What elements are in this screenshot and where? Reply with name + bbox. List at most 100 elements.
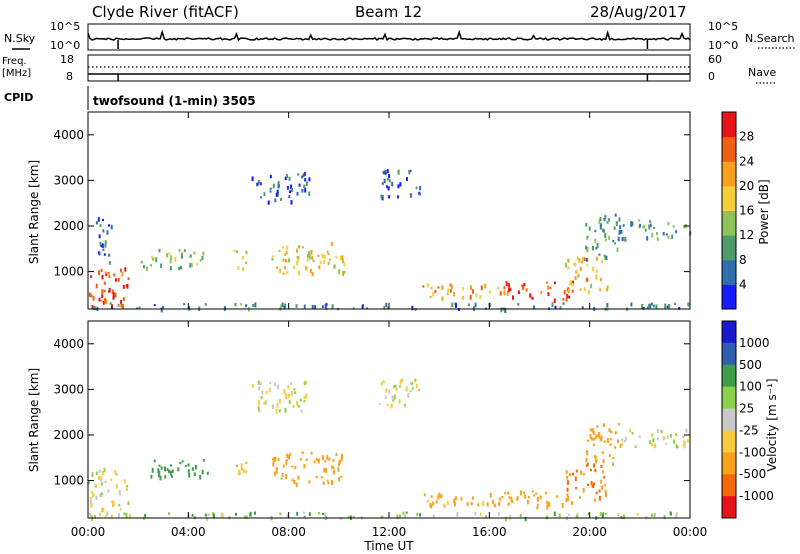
echo-cell [272, 183, 275, 189]
echo-cell [117, 278, 120, 282]
echo-cell [408, 169, 411, 175]
echo-cell [101, 294, 104, 298]
echo-cell [590, 283, 593, 289]
power-panel: 1000 2000 3000 4000 Slant Range [km] 4 8 12 16… [27, 111, 771, 313]
echo-cell [665, 442, 668, 445]
echo-cell [267, 200, 270, 205]
echo-cell [604, 484, 607, 487]
echo-region [95, 217, 113, 265]
echo-cell [286, 174, 289, 178]
echo-cell [202, 459, 205, 462]
echo-cell [101, 470, 104, 476]
echo-cell [298, 183, 301, 187]
echo-cell [289, 190, 291, 194]
echo-cell [158, 470, 161, 475]
echo-cell [126, 284, 129, 289]
echo-cell [280, 198, 282, 201]
x-tick-label: 00:00 [71, 525, 106, 539]
echo-cell [306, 254, 309, 258]
echo-cell [602, 470, 605, 474]
echo-cell [272, 255, 274, 258]
echo-cell [536, 503, 539, 507]
echo-cell [325, 303, 328, 306]
colorbar-tick-label: 28 [739, 130, 754, 144]
echo-cell [447, 288, 450, 293]
echo-cell [606, 303, 609, 308]
echo-cell [188, 306, 191, 311]
echo-region [88, 267, 130, 309]
echo-cell [415, 383, 418, 389]
echo-cell [440, 493, 443, 499]
echo-cell [554, 305, 557, 310]
echo-cell [603, 440, 606, 443]
echo-cell [653, 513, 656, 517]
echo-cell [524, 495, 527, 499]
echo-cell [566, 475, 569, 480]
echo-cell [170, 474, 173, 478]
echo-cell [486, 502, 489, 507]
echo-cell [489, 493, 492, 498]
echo-cell [383, 306, 386, 310]
echo-cell [553, 298, 556, 304]
echo-cell [327, 252, 330, 256]
echo-cell [276, 266, 279, 269]
echo-cell [507, 282, 510, 287]
echo-cell [581, 257, 584, 262]
echo-cell [441, 296, 444, 301]
echo-cell [291, 187, 293, 192]
echo-cell [477, 503, 480, 507]
echo-cell [672, 225, 675, 228]
x-tick-label: 00:00 [673, 525, 708, 539]
echo-cell [411, 387, 414, 390]
echo-cell [352, 307, 355, 310]
echo-cell [612, 457, 615, 460]
echo-cell [612, 239, 615, 243]
echo-cell [432, 514, 435, 518]
echo-cell [183, 303, 186, 306]
echo-cell [590, 480, 593, 486]
nave-label: Nave [748, 66, 776, 79]
echo-cell [484, 515, 487, 519]
echo-cell [95, 495, 98, 501]
echo-cell [245, 304, 248, 308]
echo-cell [113, 292, 115, 297]
echo-cell [105, 273, 108, 276]
echo-cell [138, 306, 141, 310]
echo-cell [683, 441, 686, 445]
echo-cell [245, 470, 247, 474]
echo-cell [286, 186, 289, 190]
echo-cell [399, 514, 401, 518]
echo-cell [479, 512, 482, 517]
beam-title: Beam 12 [355, 3, 422, 21]
colorbar-swatch [722, 496, 736, 519]
echo-cell [338, 269, 341, 275]
echo-cell [95, 471, 98, 475]
echo-cell [240, 303, 243, 306]
echo-cell [569, 473, 571, 477]
echo-cell [332, 459, 335, 462]
echo-cell [240, 463, 243, 469]
echo-cell [284, 176, 287, 181]
echo-cell [605, 512, 607, 515]
echo-cell [303, 400, 306, 403]
x-tick-label: 08:00 [271, 525, 306, 539]
echo-cell [673, 302, 676, 305]
echo-cell [259, 196, 262, 199]
echo-cell [563, 290, 566, 295]
echo-cell [585, 257, 588, 262]
echo-cell [323, 512, 326, 517]
echo-cell [404, 514, 407, 519]
echo-cell [286, 245, 289, 251]
echo-cell [330, 242, 333, 246]
echo-cell [95, 283, 98, 289]
echo-cell [100, 268, 103, 272]
colorbar-swatch [722, 259, 736, 285]
echo-cell [309, 268, 312, 274]
echo-cell [398, 385, 401, 388]
echo-cell [437, 495, 440, 500]
echo-cell [509, 287, 512, 291]
echo-cell [124, 267, 127, 272]
echo-cell [399, 182, 402, 187]
echo-cell [102, 507, 105, 513]
y-tick-label: 1000 [53, 265, 84, 279]
